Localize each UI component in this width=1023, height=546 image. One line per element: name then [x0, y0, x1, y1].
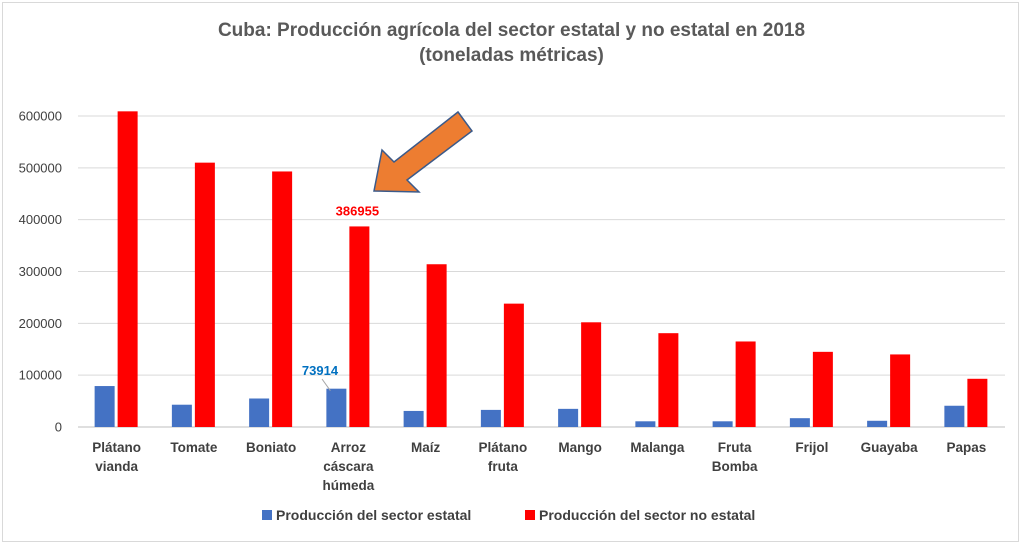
bar-no-estatal [272, 171, 293, 427]
y-tick-label: 600000 [19, 109, 62, 124]
bar-estatal [944, 405, 965, 427]
bar-estatal [712, 421, 733, 427]
bar-estatal [171, 404, 192, 427]
x-tick-label: Tomate [170, 440, 217, 455]
legend-label: Producción del sector no estatal [539, 507, 755, 523]
legend-swatch-no-estatal [525, 510, 535, 520]
bar-no-estatal [658, 333, 679, 427]
bar-estatal [789, 418, 810, 427]
bar-no-estatal [426, 264, 447, 427]
legend-swatch-estatal [262, 510, 272, 520]
x-tick-label: Fruta Bomba [712, 440, 758, 474]
y-tick-label: 300000 [19, 264, 62, 279]
y-tick-label: 400000 [19, 212, 62, 227]
y-tick-label: 0 [55, 420, 62, 435]
data-label: 386955 [336, 203, 379, 218]
bar-estatal [558, 408, 579, 427]
bar-no-estatal [812, 351, 833, 427]
bar-no-estatal [967, 378, 988, 427]
x-tick-label: Plátano vianda [92, 440, 141, 474]
chart-title: Cuba: Producción agrícola del sector est… [0, 18, 1023, 68]
bar-estatal [867, 420, 888, 427]
y-tick-label: 500000 [19, 160, 62, 175]
x-tick-label: Boniato [246, 440, 296, 455]
x-tick-label: Maíz [411, 440, 441, 455]
bar-estatal [403, 410, 424, 427]
bar-no-estatal [194, 162, 215, 427]
data-label-leader [321, 378, 331, 391]
x-tick-label: Papas [946, 440, 986, 455]
legend-label: Producción del sector estatal [276, 507, 471, 523]
bar-no-estatal [890, 354, 911, 427]
bar-no-estatal [503, 303, 524, 427]
bar-estatal [94, 386, 115, 427]
x-tick-label: Frijol [795, 440, 828, 455]
bar-estatal [480, 409, 501, 427]
bar-no-estatal [581, 322, 602, 427]
data-label: 73914 [302, 363, 339, 378]
bar-estatal [326, 388, 347, 427]
x-tick-label: Arroz cáscara húmeda [322, 440, 374, 493]
x-tick-label: Mango [558, 440, 602, 455]
annotation-arrow-icon [373, 110, 474, 193]
bar-estatal [635, 421, 656, 427]
chart-title-line: Cuba: Producción agrícola del sector est… [217, 20, 806, 41]
bar-no-estatal [349, 226, 370, 427]
bar-no-estatal [117, 111, 138, 428]
bar-no-estatal [735, 341, 756, 427]
chart-subtitle: (toneladas métricas) [419, 45, 604, 66]
x-tick-label: Guayaba [861, 440, 919, 455]
bar-estatal [249, 398, 270, 427]
y-tick-label: 100000 [19, 368, 62, 383]
x-tick-label: Malanga [630, 440, 685, 455]
y-tick-label: 200000 [19, 316, 62, 331]
x-tick-label: Plátano fruta [478, 440, 527, 474]
